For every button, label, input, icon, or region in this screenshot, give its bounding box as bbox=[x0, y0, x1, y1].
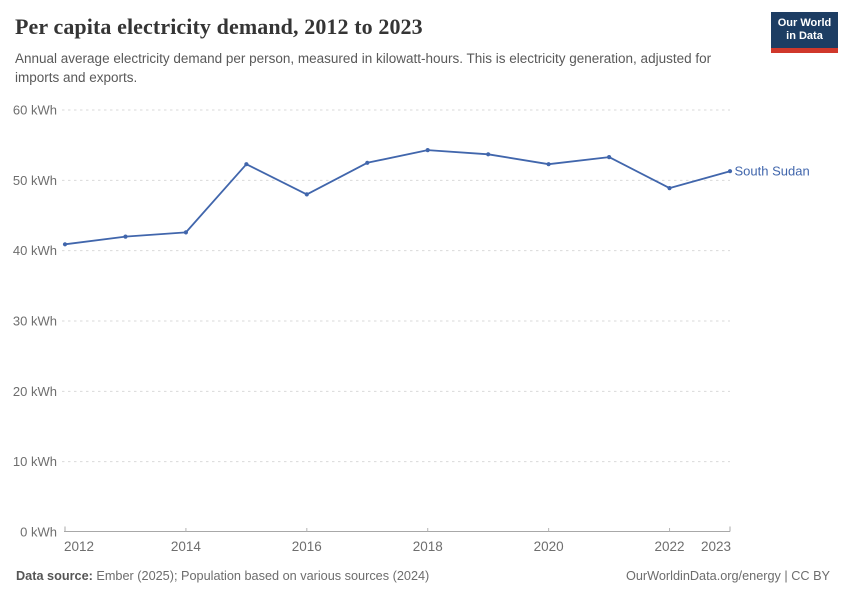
chart-footer: Data source: Ember (2025); Population ba… bbox=[16, 569, 830, 583]
y-axis-tick-label: 50 kWh bbox=[13, 173, 57, 188]
y-axis-tick-label: 30 kWh bbox=[13, 314, 57, 329]
page-title: Per capita electricity demand, 2012 to 2… bbox=[15, 14, 423, 39]
data-point-2012[interactable] bbox=[62, 242, 68, 247]
data-source: Data source: Ember (2025); Population ba… bbox=[16, 569, 429, 583]
data-point-2018[interactable] bbox=[425, 148, 430, 153]
data-point-2023[interactable] bbox=[727, 169, 733, 174]
chart-subtitle: Annual average electricity demand per pe… bbox=[15, 51, 712, 85]
credit-link[interactable]: OurWorldinData.org/energy | CC BY bbox=[625, 569, 830, 583]
data-point-2022[interactable] bbox=[667, 186, 672, 191]
y-axis-tick-label: 0 kWh bbox=[20, 525, 57, 540]
data-point-2020[interactable] bbox=[546, 162, 551, 167]
data-point-2021[interactable] bbox=[607, 155, 612, 160]
x-axis-tick-label: 2020 bbox=[534, 539, 564, 554]
y-axis-tick-label: 10 kWh bbox=[13, 454, 57, 469]
y-axis-tick-label: 20 kWh bbox=[13, 384, 57, 399]
owid-logo[interactable]: Our World in Data bbox=[771, 12, 838, 53]
x-axis-tick-label: 2022 bbox=[655, 539, 685, 554]
x-axis-tick-label: 2012 bbox=[64, 539, 94, 554]
series-line-south-sudan[interactable] bbox=[64, 149, 731, 246]
y-axis-tick-label: 40 kWh bbox=[13, 243, 57, 258]
x-axis-tick-label: 2014 bbox=[171, 539, 202, 554]
owid-logo-line2: in Data bbox=[786, 30, 823, 42]
data-source-label: Data source: bbox=[16, 569, 93, 583]
data-point-2016[interactable] bbox=[304, 192, 309, 197]
data-source-text: Ember (2025); Population based on variou… bbox=[96, 569, 430, 583]
owid-logo-line1: Our World bbox=[777, 17, 832, 29]
x-axis-tick-label: 2016 bbox=[292, 539, 322, 554]
data-point-2019[interactable] bbox=[486, 152, 491, 157]
x-axis-tick-label: 2018 bbox=[413, 539, 443, 554]
data-point-2017[interactable] bbox=[365, 160, 370, 165]
data-point-2015[interactable] bbox=[244, 162, 249, 167]
series-end-label[interactable]: South Sudan bbox=[735, 164, 810, 179]
data-point-2014[interactable] bbox=[183, 230, 188, 235]
y-axis-tick-label: 60 kWh bbox=[13, 103, 57, 118]
data-point-2013[interactable] bbox=[123, 234, 128, 239]
x-axis-tick-label: 2023 bbox=[701, 539, 731, 554]
